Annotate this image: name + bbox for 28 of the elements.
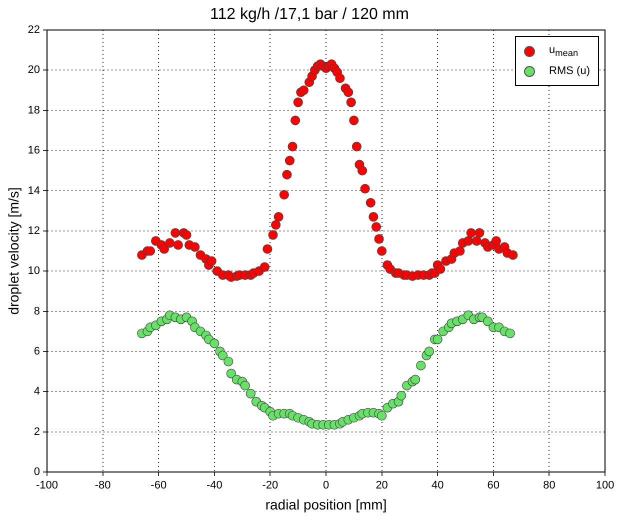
x-tick-label: -100 [36, 480, 58, 492]
y-tick-label: 0 [34, 466, 40, 478]
x-tick-label: 20 [376, 480, 388, 492]
y-tick-label: 4 [34, 386, 40, 398]
y-axis-title: droplet velocity [m/s] [5, 187, 22, 315]
y-tick-label: 8 [34, 305, 40, 318]
y-tick-label: 22 [28, 24, 40, 36]
y-tick-label: 12 [28, 224, 40, 237]
y-tick-label: 20 [28, 64, 40, 76]
x-tick-label: 80 [543, 480, 556, 492]
y-tick-label: 18 [28, 104, 40, 116]
y-tick-label: 14 [28, 184, 40, 197]
legend-label: u$_{mean}$ [549, 44, 578, 58]
y-tick-label: 6 [34, 345, 40, 358]
x-tick-label: 60 [487, 480, 500, 492]
x-tick-label: -20 [262, 480, 278, 492]
y-tick-label: 16 [28, 144, 40, 157]
y-tick-label: 10 [28, 265, 40, 278]
x-tick-label: -40 [206, 480, 222, 492]
x-tick-label: 40 [431, 480, 444, 492]
x-tick-label: 100 [596, 480, 614, 492]
legend-label: RMS (u) [549, 65, 590, 77]
chart-title: 112 kg/h /17,1 bar / 120 mm [209, 6, 410, 24]
y-tick-label: 2 [34, 426, 40, 438]
x-tick-label: -60 [150, 480, 167, 492]
x-tick-label: -80 [94, 480, 111, 492]
x-tick-label: 0 [322, 480, 330, 492]
x-axis-title: radial position [mm] [265, 496, 387, 512]
